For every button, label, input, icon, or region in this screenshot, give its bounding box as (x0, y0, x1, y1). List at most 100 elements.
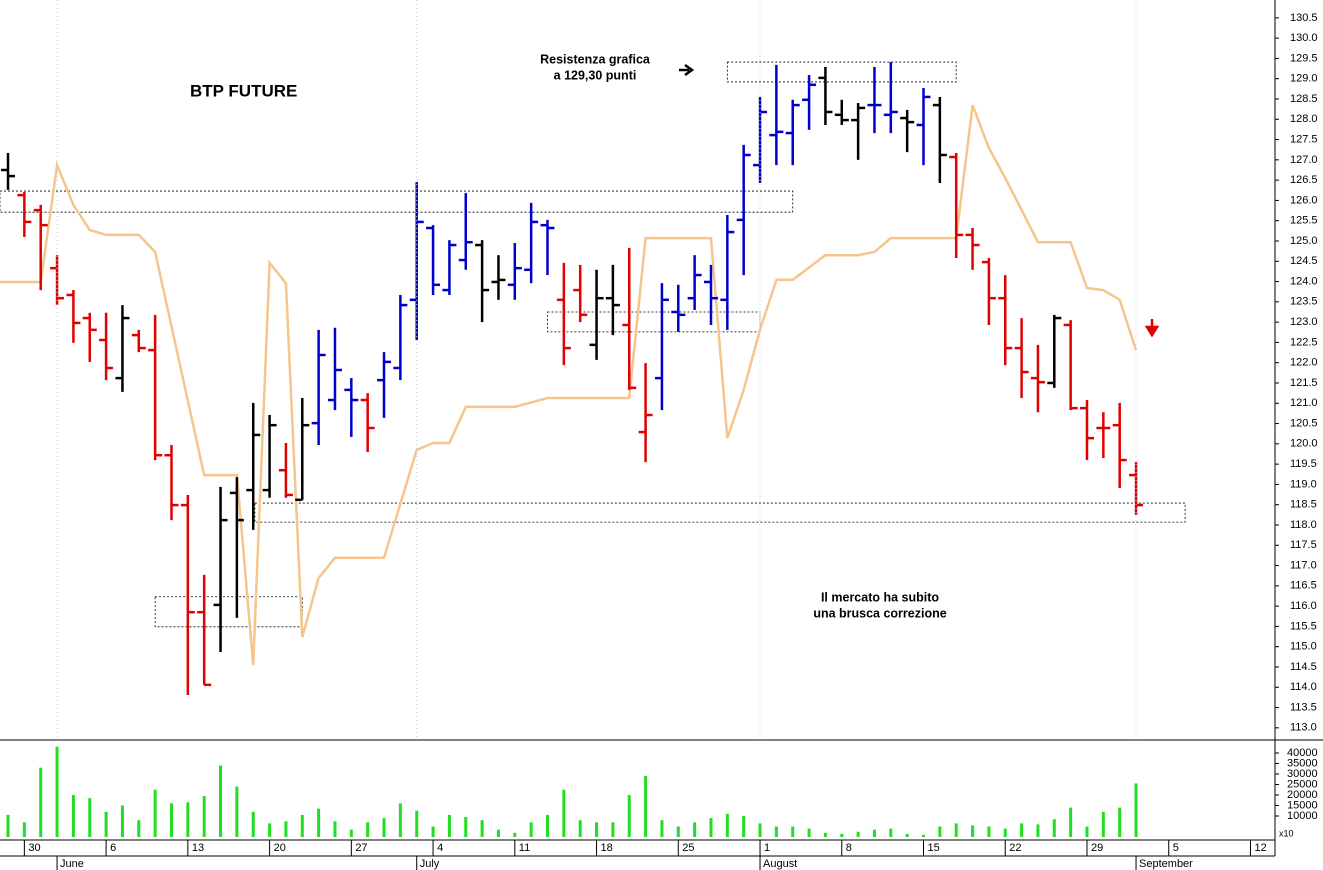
volume-bar (676, 826, 680, 837)
volume-bar (513, 832, 517, 837)
y-tick-label: 35000 (1287, 757, 1318, 769)
volume-bar (22, 822, 26, 837)
y-tick-label: 124.0 (1290, 275, 1318, 287)
y-tick-label: 128.5 (1290, 93, 1318, 105)
volume-bar (856, 831, 860, 837)
y-tick-label: 114.0 (1290, 681, 1317, 693)
volume-bar (595, 822, 599, 837)
y-tick-label: 116.0 (1290, 600, 1317, 612)
volume-bar (202, 796, 206, 837)
y-tick-label: 128.0 (1290, 113, 1318, 125)
volume-bar (774, 826, 778, 837)
volume-bar (251, 811, 255, 837)
volume-bar (6, 814, 10, 837)
y-tick-label: 123.5 (1290, 296, 1318, 308)
y-tick-label: 30000 (1287, 768, 1318, 780)
volume-bar (104, 811, 108, 837)
volume-bar (693, 822, 697, 837)
y-tick-label: 118.0 (1290, 519, 1317, 531)
volume-bar (742, 815, 746, 837)
annotation: una brusca correzione (813, 606, 946, 620)
volume-bar (840, 833, 844, 837)
chart-title: BTP FUTURE (190, 81, 297, 100)
volume-bar (791, 826, 795, 837)
x-tick-label: 25 (682, 842, 694, 854)
y-tick-label: 129.5 (1290, 52, 1318, 64)
y-tick-label: 25000 (1287, 778, 1318, 790)
y-tick-label: 20000 (1287, 789, 1318, 801)
volume-bar (529, 822, 533, 837)
volume-bar (333, 821, 337, 837)
y-tick-label: 119.0 (1290, 478, 1317, 490)
volume-bar (1020, 823, 1024, 837)
x-tick-label: 29 (1091, 842, 1103, 854)
volume-bar (627, 794, 631, 837)
zone-box (0, 190, 794, 213)
x-tick-label: 8 (846, 842, 852, 854)
volume-bar (725, 813, 729, 837)
y-tick-label: 40000 (1287, 747, 1318, 759)
y-tick-label: 115.0 (1290, 641, 1317, 653)
volume-bar (1003, 828, 1007, 837)
annotation: a 129,30 punti (554, 68, 637, 82)
y-tick-label: 125.5 (1290, 215, 1318, 227)
x-tick-label: 4 (437, 842, 443, 854)
x-tick-label: 18 (601, 842, 613, 854)
volume-bar (349, 829, 353, 837)
volume-bar (872, 829, 876, 837)
volume-bar (464, 817, 468, 837)
y-tick-label: 123.0 (1290, 316, 1318, 328)
annotation: Il mercato ha subito (821, 590, 939, 604)
volume-bar (1036, 824, 1040, 837)
volume-bar (317, 808, 321, 837)
volume-bar (366, 822, 370, 837)
y-tick-label: 118.5 (1290, 499, 1317, 511)
volume-bar (496, 829, 500, 837)
x-tick-label: 6 (110, 842, 116, 854)
y-tick-label: 130.5 (1290, 12, 1318, 24)
y-tick-label: 125.0 (1290, 235, 1318, 247)
month-label: August (763, 858, 797, 870)
month-label: July (420, 858, 440, 870)
y-tick-label: 126.0 (1290, 194, 1318, 206)
annotation: Resistenza grafica (540, 52, 651, 66)
y-tick-label: 122.5 (1290, 336, 1318, 348)
moving-average-line (0, 104, 1138, 666)
x-tick-label: 11 (519, 842, 530, 854)
x-tick-label: 22 (1009, 842, 1021, 854)
x-tick-label: 12 (1254, 842, 1266, 854)
y-tick-label: 129.0 (1290, 73, 1318, 85)
volume-bar (562, 789, 566, 837)
y-tick-label: 130.0 (1290, 32, 1318, 44)
volume-bar (905, 833, 909, 837)
y-tick-label: 113.5 (1290, 701, 1317, 713)
y-tick-label: 117.0 (1290, 559, 1317, 571)
x-tick-label: 27 (355, 842, 367, 854)
axis-note: x10 (1279, 828, 1294, 838)
volume-bar (954, 823, 958, 837)
volume-bar (807, 828, 811, 837)
x-tick-label: 30 (28, 842, 40, 854)
volume-bar (1052, 819, 1056, 837)
volume-bar (1085, 826, 1089, 837)
y-tick-label: 10000 (1287, 810, 1318, 822)
volume-bar (823, 832, 827, 837)
y-tick-label: 116.5 (1290, 580, 1317, 592)
y-tick-label: 127.0 (1290, 154, 1318, 166)
x-tick-label: 20 (274, 842, 286, 854)
y-tick-label: 120.0 (1290, 438, 1318, 450)
zone-box (254, 502, 1186, 523)
volume-bar (644, 776, 648, 837)
y-tick-label: 124.5 (1290, 255, 1318, 267)
volume-bar (971, 825, 975, 837)
volume-bar (55, 746, 59, 837)
volume-bar (709, 818, 713, 837)
y-tick-label: 127.5 (1290, 133, 1318, 145)
x-tick-label: 1 (764, 842, 770, 854)
volume-bar (219, 765, 223, 837)
volume-bar (546, 814, 550, 837)
volume-bar (447, 814, 451, 837)
y-tick-label: 120.5 (1290, 417, 1318, 429)
